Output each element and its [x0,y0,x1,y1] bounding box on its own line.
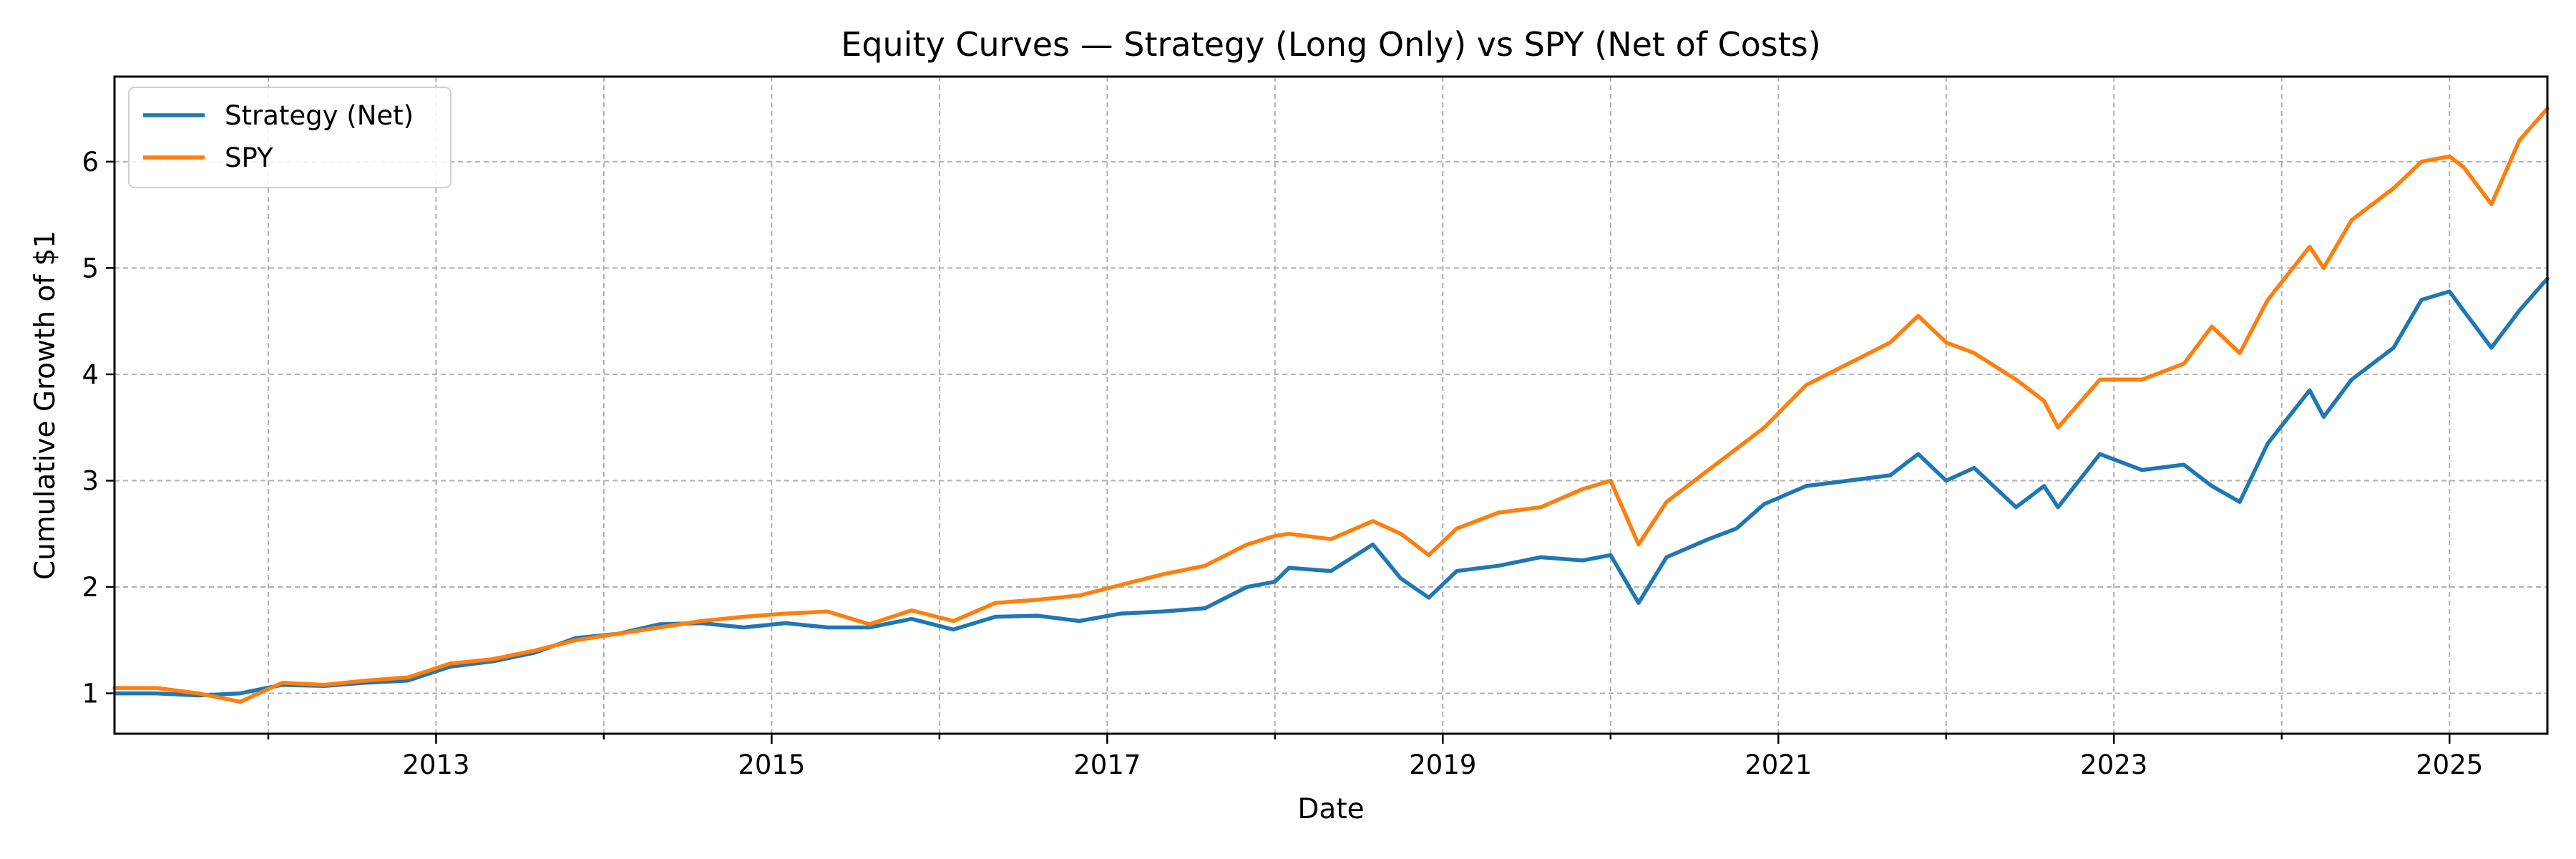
series-line-spy [112,106,2550,704]
y-tick-label: 4 [82,359,99,390]
legend-box [128,87,452,188]
x-tick-label: 2015 [738,749,805,780]
series-lines [112,106,2550,704]
x-tick-label: 2021 [1745,749,1812,780]
y-tick-label: 1 [82,679,99,709]
x-tick-label: 2023 [2080,749,2147,780]
y-tick-label: 2 [82,572,99,603]
y-tick-label: 6 [82,147,99,178]
x-tick-label: 2017 [1073,749,1141,780]
x-axis-ticks: 2013 2015 2017 2019 2021 2023 2025 [267,734,2483,780]
plot-frame [113,75,2549,735]
y-tick-label: 5 [82,253,99,283]
chart-title: Equity Curves — Strategy (Long Only) vs … [841,25,1820,64]
series-line-strategy [112,276,2550,698]
y-tick-label: 3 [82,465,99,496]
y-axis-ticks: 1 2 3 4 5 6 [82,147,114,709]
x-axis-label: Date [1297,793,1364,825]
legend: Strategy (Net) SPY [128,87,452,188]
grid-lines [114,77,2547,734]
legend-label-spy: SPY [225,142,273,173]
x-tick-label: 2019 [1409,749,1476,780]
y-axis-label: Cumulative Growth of $1 [29,230,62,580]
x-tick-label: 2025 [2416,749,2483,780]
x-tick-label: 2013 [402,749,469,780]
legend-label-strategy: Strategy (Net) [225,100,414,131]
